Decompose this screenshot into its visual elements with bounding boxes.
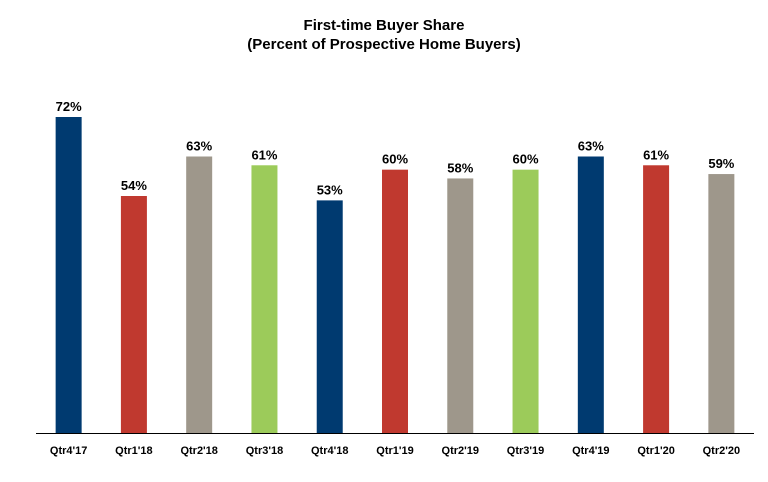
value-labels-group: 72% 54% 63% 61% 53% 60% 58% 60% 63% 61% 59% (56, 99, 735, 197)
chart-title-block: First-time Buyer Share (Percent of Prosp… (0, 16, 768, 54)
data-label-Qtr1'19: 60% (382, 152, 408, 167)
data-label-Qtr3'18: 61% (251, 147, 277, 162)
bar-Qtr1'20 (643, 165, 670, 433)
bar-Qtr2'18 (186, 156, 213, 433)
x-tick-label-Qtr3'18: Qtr3'18 (246, 445, 283, 457)
bars-group (55, 117, 735, 434)
data-label-Qtr2'19: 58% (447, 160, 473, 175)
data-label-Qtr3'19: 60% (513, 152, 539, 167)
x-tick-label-Qtr4'17: Qtr4'17 (50, 445, 87, 457)
data-label-Qtr4'17: 72% (56, 99, 82, 114)
x-tick-label-Qtr2'18: Qtr2'18 (180, 445, 217, 457)
data-label-Qtr1'18: 54% (121, 178, 147, 193)
bar-Qtr1'19 (382, 169, 408, 433)
bar-Qtr4'19 (577, 156, 604, 433)
bar-Qtr3'18 (251, 165, 278, 433)
bar-Qtr1'18 (120, 196, 147, 433)
data-label-Qtr2'20: 59% (708, 156, 734, 171)
chart-subtitle: (Percent of Prospective Home Buyers) (247, 36, 521, 53)
bar-Qtr4'18 (316, 200, 343, 433)
bar-Qtr3'19 (512, 169, 539, 433)
x-tick-label-Qtr1'20: Qtr1'20 (637, 445, 674, 457)
x-tick-label-Qtr2'19: Qtr2'19 (442, 445, 479, 457)
x-tick-labels-group: Qtr4'17 Qtr1'18 Qtr2'18 Qtr3'18 Qtr4'18 Qtr1'… (50, 445, 740, 457)
bar-Qtr2'19 (447, 178, 474, 433)
bar-Qtr2'20 (708, 174, 735, 434)
x-tick-label-Qtr1'18: Qtr1'18 (115, 445, 152, 457)
bar-Qtr4'17 (55, 117, 82, 433)
data-label-Qtr4'19: 63% (578, 139, 604, 154)
x-tick-label-Qtr2'20: Qtr2'20 (703, 445, 740, 457)
chart-title: First-time Buyer Share (303, 17, 465, 34)
x-tick-label-Qtr4'18: Qtr4'18 (311, 445, 348, 457)
x-tick-label-Qtr4'19: Qtr4'19 (572, 445, 609, 457)
data-label-Qtr1'20: 61% (643, 147, 669, 162)
x-tick-label-Qtr3'19: Qtr3'19 (507, 445, 544, 457)
data-label-Qtr2'18: 63% (186, 139, 212, 154)
x-tick-label-Qtr1'19: Qtr1'19 (376, 445, 413, 457)
data-label-Qtr4'18: 53% (317, 182, 343, 197)
